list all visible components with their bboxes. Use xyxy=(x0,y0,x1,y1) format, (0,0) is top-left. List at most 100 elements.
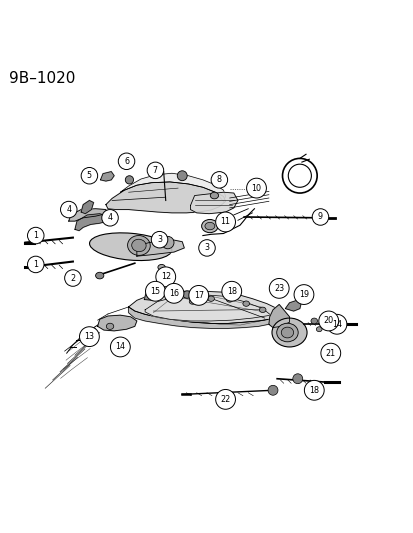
Circle shape xyxy=(125,176,133,184)
Polygon shape xyxy=(128,291,280,324)
Text: 4: 4 xyxy=(66,205,71,214)
Circle shape xyxy=(292,374,302,384)
Ellipse shape xyxy=(182,291,191,298)
Ellipse shape xyxy=(259,307,266,312)
Ellipse shape xyxy=(207,296,214,301)
Ellipse shape xyxy=(210,192,218,199)
Text: 6: 6 xyxy=(124,157,129,166)
Polygon shape xyxy=(248,185,260,194)
Circle shape xyxy=(155,267,175,287)
Text: 1: 1 xyxy=(33,260,38,269)
Circle shape xyxy=(145,281,165,301)
Ellipse shape xyxy=(280,327,293,338)
Text: 15: 15 xyxy=(150,287,160,296)
Text: 21: 21 xyxy=(325,349,335,358)
Circle shape xyxy=(215,212,235,232)
Text: 16: 16 xyxy=(169,289,178,298)
Circle shape xyxy=(311,209,328,225)
Text: 18: 18 xyxy=(226,287,236,296)
Ellipse shape xyxy=(201,220,218,233)
Polygon shape xyxy=(106,182,225,213)
Polygon shape xyxy=(69,209,106,221)
Text: 20: 20 xyxy=(323,317,333,326)
Text: 13: 13 xyxy=(84,332,94,341)
Ellipse shape xyxy=(95,272,104,279)
Text: 12: 12 xyxy=(160,272,171,281)
Ellipse shape xyxy=(242,301,249,306)
Text: 17: 17 xyxy=(193,291,203,300)
Text: 1: 1 xyxy=(33,231,38,240)
Text: 4: 4 xyxy=(107,213,112,222)
Text: 11: 11 xyxy=(220,217,230,227)
Ellipse shape xyxy=(198,292,205,298)
Circle shape xyxy=(161,236,173,249)
Polygon shape xyxy=(144,290,159,300)
Ellipse shape xyxy=(310,318,317,324)
Circle shape xyxy=(318,311,338,331)
Text: 9B–1020: 9B–1020 xyxy=(9,70,75,85)
Text: 19: 19 xyxy=(298,290,308,299)
Text: 14: 14 xyxy=(115,343,125,351)
Circle shape xyxy=(246,178,266,198)
Ellipse shape xyxy=(276,323,297,342)
Circle shape xyxy=(118,153,135,169)
Text: 3: 3 xyxy=(204,244,209,253)
Circle shape xyxy=(102,209,118,226)
Circle shape xyxy=(81,167,97,184)
Circle shape xyxy=(64,270,81,286)
Text: 5: 5 xyxy=(87,171,92,180)
Ellipse shape xyxy=(106,323,114,329)
Circle shape xyxy=(293,285,313,304)
Circle shape xyxy=(320,343,340,363)
Text: 10: 10 xyxy=(251,183,261,192)
Polygon shape xyxy=(128,307,280,328)
Ellipse shape xyxy=(271,318,306,347)
Ellipse shape xyxy=(157,264,165,270)
Polygon shape xyxy=(75,214,108,231)
Circle shape xyxy=(60,201,77,218)
Circle shape xyxy=(110,337,130,357)
Circle shape xyxy=(215,390,235,409)
Ellipse shape xyxy=(131,239,146,252)
Circle shape xyxy=(211,172,227,188)
Polygon shape xyxy=(285,300,300,311)
Circle shape xyxy=(198,240,215,256)
Circle shape xyxy=(177,171,187,181)
Text: 2: 2 xyxy=(70,273,75,282)
Circle shape xyxy=(326,314,346,334)
Text: 14: 14 xyxy=(331,320,341,329)
Ellipse shape xyxy=(89,233,171,261)
Ellipse shape xyxy=(316,327,321,332)
Polygon shape xyxy=(81,200,93,214)
Circle shape xyxy=(27,227,44,244)
Polygon shape xyxy=(137,240,184,256)
Circle shape xyxy=(304,381,323,400)
Text: 3: 3 xyxy=(157,235,161,244)
Circle shape xyxy=(151,231,167,248)
Ellipse shape xyxy=(166,268,173,274)
Ellipse shape xyxy=(204,222,214,230)
Polygon shape xyxy=(120,173,225,201)
Circle shape xyxy=(147,162,163,179)
Polygon shape xyxy=(190,192,237,214)
Polygon shape xyxy=(145,295,270,321)
Circle shape xyxy=(188,286,208,305)
Text: 9: 9 xyxy=(317,213,322,222)
Text: 8: 8 xyxy=(216,175,221,184)
Text: 23: 23 xyxy=(273,284,284,293)
Circle shape xyxy=(268,278,288,298)
Ellipse shape xyxy=(226,297,233,302)
Polygon shape xyxy=(268,304,289,328)
Text: 22: 22 xyxy=(220,395,230,404)
Circle shape xyxy=(164,284,183,303)
Ellipse shape xyxy=(127,236,150,255)
Polygon shape xyxy=(97,315,137,331)
Circle shape xyxy=(79,327,99,346)
Polygon shape xyxy=(100,172,114,181)
Text: 18: 18 xyxy=(309,386,318,395)
Text: 7: 7 xyxy=(152,166,158,175)
Circle shape xyxy=(221,281,241,301)
Circle shape xyxy=(268,385,277,395)
Ellipse shape xyxy=(189,299,195,304)
Circle shape xyxy=(27,256,44,273)
